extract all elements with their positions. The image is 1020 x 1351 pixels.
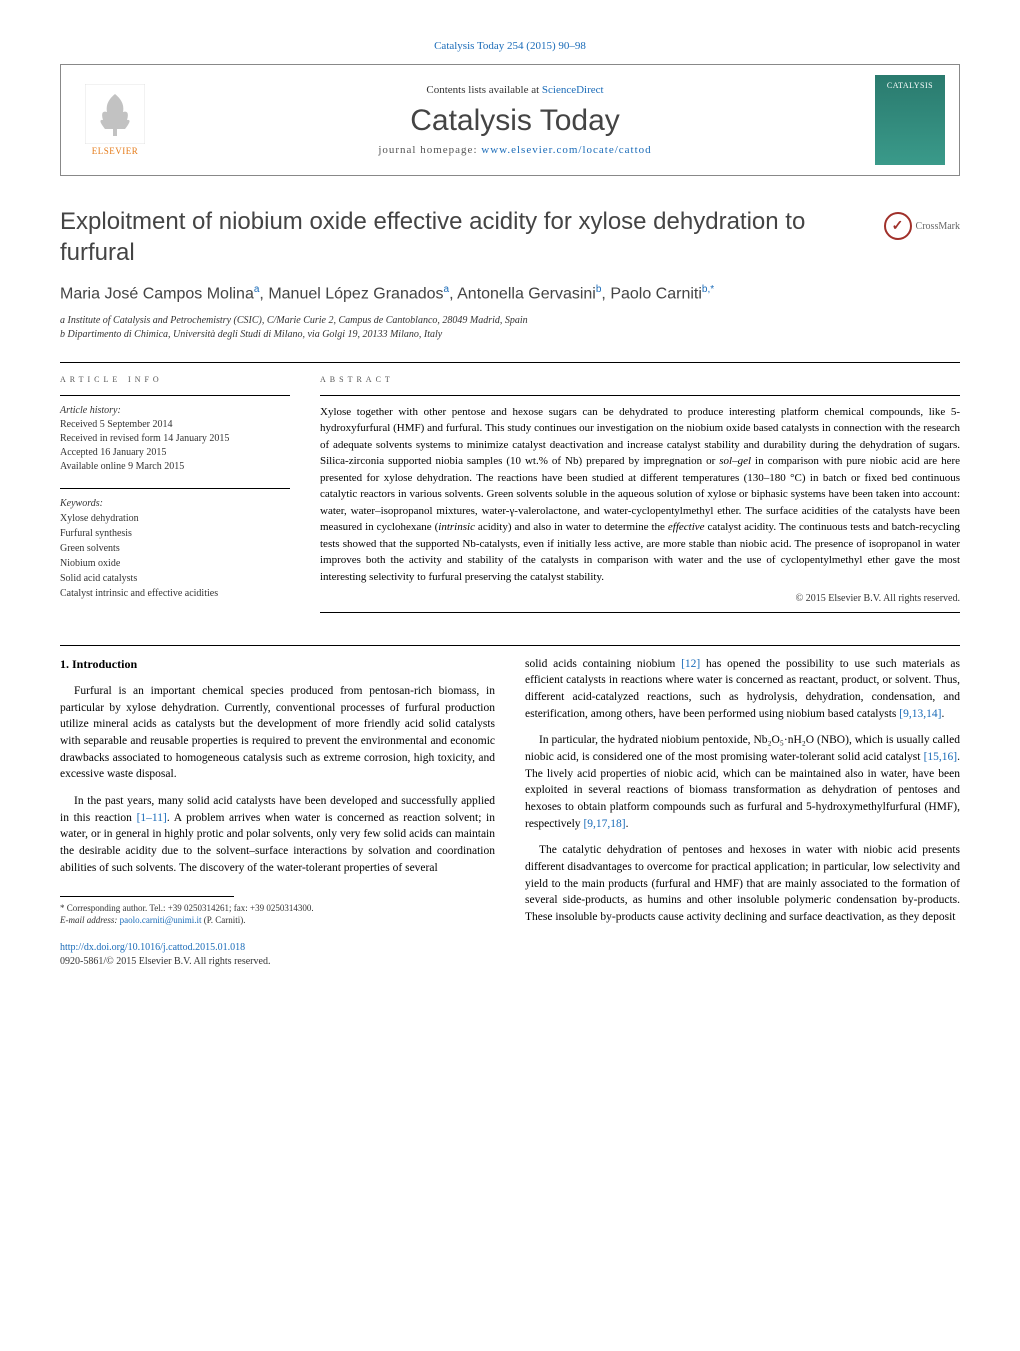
crossmark-icon: ✓ — [884, 212, 912, 240]
divider — [60, 362, 960, 363]
citation-header: Catalysis Today 254 (2015) 90–98 — [60, 40, 960, 52]
affiliation-a: a Institute of Catalysis and Petrochemis… — [60, 314, 960, 328]
homepage-line: journal homepage: www.elsevier.com/locat… — [155, 144, 875, 156]
issn-line: 0920-5861/© 2015 Elsevier B.V. All right… — [60, 955, 495, 970]
abstract-bottom-divider — [320, 612, 960, 613]
copyright-line: © 2015 Elsevier B.V. All rights reserved… — [320, 593, 960, 604]
history-received: Received 5 September 2014 — [60, 418, 290, 432]
crossmark-label: CrossMark — [916, 221, 960, 232]
crossmark-badge[interactable]: ✓ CrossMark — [884, 212, 960, 240]
journal-cover-thumb[interactable]: CATALYSIS — [875, 75, 945, 165]
corr-email-line: E-mail address: paolo.carniti@unimi.it (… — [60, 915, 495, 927]
history-revised: Received in revised form 14 January 2015 — [60, 432, 290, 446]
article-info-column: ARTICLE INFO Article history: Received 5… — [60, 373, 290, 615]
body-right-column: solid acids containing niobium [12] has … — [525, 656, 960, 970]
doi-line: http://dx.doi.org/10.1016/j.cattod.2015.… — [60, 941, 495, 956]
history-label: Article history: — [60, 404, 290, 418]
corr-tel: * Corresponding author. Tel.: +39 025031… — [60, 903, 495, 915]
ref-12[interactable]: [12] — [681, 658, 700, 670]
main-divider — [60, 645, 960, 646]
keyword-2: Green solvents — [60, 541, 290, 556]
elsevier-tree-icon — [85, 84, 145, 144]
abstract-text: Xylose together with other pentose and h… — [320, 404, 960, 586]
body-p5: The catalytic dehydration of pentoses an… — [525, 842, 960, 925]
section-1-title: 1. Introduction — [60, 656, 495, 673]
body-p1: Furfural is an important chemical specie… — [60, 683, 495, 783]
ref-15-16[interactable]: [15,16] — [924, 751, 958, 763]
journal-header-box: ELSEVIER Contents lists available at Sci… — [60, 64, 960, 176]
keywords-list: Xylose dehydration Furfural synthesis Gr… — [60, 511, 290, 601]
header-center: Contents lists available at ScienceDirec… — [155, 84, 875, 156]
abstract-divider — [320, 395, 960, 396]
affiliation-b: b Dipartimento di Chimica, Università de… — [60, 328, 960, 342]
keyword-5: Catalyst intrinsic and effective aciditi… — [60, 586, 290, 601]
ref-9-17-18[interactable]: [9,17,18] — [583, 818, 625, 830]
footnote-divider — [60, 896, 234, 897]
elsevier-logo[interactable]: ELSEVIER — [75, 84, 155, 156]
history-online: Available online 9 March 2015 — [60, 460, 290, 474]
keywords-label: Keywords: — [60, 497, 290, 511]
affiliations: a Institute of Catalysis and Petrochemis… — [60, 314, 960, 342]
keywords-block: Keywords: Xylose dehydration Furfural sy… — [60, 497, 290, 601]
body-columns: 1. Introduction Furfural is an important… — [60, 656, 960, 970]
cover-title: CATALYSIS — [887, 81, 933, 90]
keyword-4: Solid acid catalysts — [60, 571, 290, 586]
body-p3: solid acids containing niobium [12] has … — [525, 656, 960, 723]
contents-available-line: Contents lists available at ScienceDirec… — [155, 84, 875, 96]
citation-link[interactable]: Catalysis Today 254 (2015) 90–98 — [434, 40, 586, 52]
abstract-header: ABSTRACT — [320, 373, 960, 385]
body-p4: In particular, the hydrated niobium pent… — [525, 732, 960, 832]
elsevier-label: ELSEVIER — [92, 146, 139, 156]
email-suffix: (P. Carniti). — [201, 915, 245, 925]
keyword-1: Furfural synthesis — [60, 526, 290, 541]
ref-1-11[interactable]: [1–11] — [137, 812, 167, 824]
journal-name: Catalysis Today — [155, 104, 875, 138]
corresponding-author-footnote: * Corresponding author. Tel.: +39 025031… — [60, 903, 495, 926]
article-title: Exploitment of niobium oxide effective a… — [60, 206, 960, 268]
email-label: E-mail address: — [60, 915, 120, 925]
keyword-3: Niobium oxide — [60, 556, 290, 571]
article-info-header: ARTICLE INFO — [60, 373, 290, 385]
article-history: Article history: Received 5 September 20… — [60, 404, 290, 474]
abstract-column: ABSTRACT Xylose together with other pent… — [320, 373, 960, 615]
keyword-0: Xylose dehydration — [60, 511, 290, 526]
sciencedirect-link[interactable]: ScienceDirect — [542, 84, 604, 96]
keywords-divider — [60, 488, 290, 489]
homepage-link[interactable]: www.elsevier.com/locate/cattod — [481, 144, 651, 156]
corr-email-link[interactable]: paolo.carniti@unimi.it — [120, 915, 202, 925]
history-accepted: Accepted 16 January 2015 — [60, 446, 290, 460]
body-left-column: 1. Introduction Furfural is an important… — [60, 656, 495, 970]
info-abstract-row: ARTICLE INFO Article history: Received 5… — [60, 373, 960, 615]
body-p2: In the past years, many solid acid catal… — [60, 793, 495, 876]
authors-line: Maria José Campos Molinaa, Manuel López … — [60, 284, 960, 303]
doi-link[interactable]: http://dx.doi.org/10.1016/j.cattod.2015.… — [60, 942, 245, 953]
info-divider — [60, 395, 290, 396]
ref-9-13-14[interactable]: [9,13,14] — [899, 708, 941, 720]
